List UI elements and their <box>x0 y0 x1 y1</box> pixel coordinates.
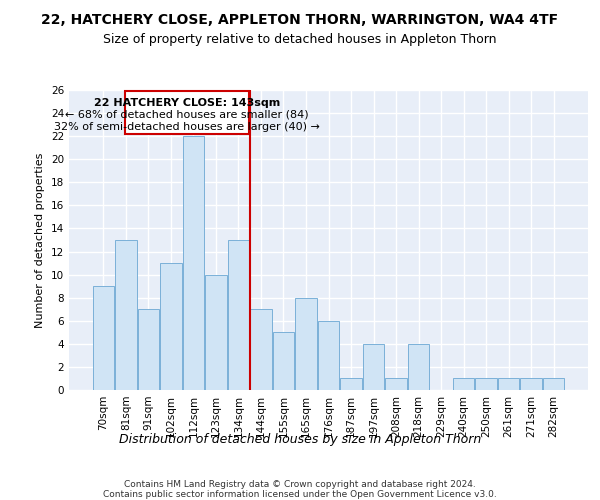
Bar <box>543 378 565 390</box>
Bar <box>498 378 520 390</box>
Text: Contains HM Land Registry data © Crown copyright and database right 2024.
Contai: Contains HM Land Registry data © Crown c… <box>103 480 497 500</box>
Text: 32% of semi-detached houses are larger (40) →: 32% of semi-detached houses are larger (… <box>54 122 320 132</box>
Text: Size of property relative to detached houses in Appleton Thorn: Size of property relative to detached ho… <box>103 32 497 46</box>
Bar <box>228 240 249 390</box>
Bar <box>340 378 362 390</box>
Bar <box>205 274 227 390</box>
Bar <box>318 321 339 390</box>
Bar <box>92 286 114 390</box>
Text: 22, HATCHERY CLOSE, APPLETON THORN, WARRINGTON, WA4 4TF: 22, HATCHERY CLOSE, APPLETON THORN, WARR… <box>41 12 559 26</box>
Bar <box>363 344 384 390</box>
Bar <box>385 378 407 390</box>
FancyBboxPatch shape <box>125 91 249 134</box>
Bar <box>115 240 137 390</box>
Text: Distribution of detached houses by size in Appleton Thorn: Distribution of detached houses by size … <box>119 432 481 446</box>
Y-axis label: Number of detached properties: Number of detached properties <box>35 152 46 328</box>
Bar <box>137 309 159 390</box>
Bar <box>475 378 497 390</box>
Bar <box>250 309 272 390</box>
Bar <box>453 378 475 390</box>
Text: 22 HATCHERY CLOSE: 143sqm: 22 HATCHERY CLOSE: 143sqm <box>94 98 280 108</box>
Bar <box>520 378 542 390</box>
Bar <box>273 332 294 390</box>
Bar <box>182 136 204 390</box>
Text: ← 68% of detached houses are smaller (84): ← 68% of detached houses are smaller (84… <box>65 110 309 120</box>
Bar <box>160 263 182 390</box>
Bar <box>295 298 317 390</box>
Bar <box>408 344 429 390</box>
